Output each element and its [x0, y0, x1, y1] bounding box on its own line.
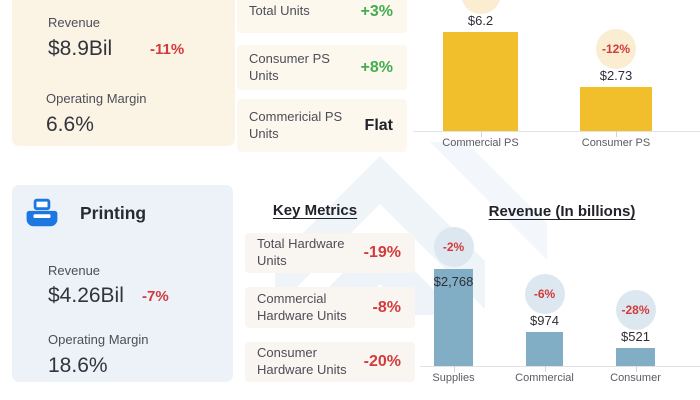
category-label: Consumer PS [581, 137, 651, 149]
ps-revenue-value: $8.9Bil [48, 37, 113, 60]
bar-value-label: $6.2 [467, 13, 494, 28]
printing-revenue-change: -7% [142, 288, 169, 305]
category-label: Commercial PS [442, 137, 519, 149]
category-label: Commercial [515, 372, 574, 384]
metric-row-commercial-hardware-units: Commercial Hardware Units -8% [245, 287, 415, 328]
bar-value-label: $2,768 [433, 274, 474, 289]
printing-chart-title: Revenue (In billions) [488, 203, 636, 220]
ps-operating-margin-label: Operating Margin [46, 91, 147, 106]
metric-row-commercial-ps-units: Commericial PS Units Flat [237, 99, 407, 152]
category-label: Consumer [610, 372, 661, 384]
tick-mark [545, 366, 546, 372]
tick-mark [636, 366, 637, 372]
metric-value: -8% [372, 298, 401, 316]
tick-mark [616, 131, 617, 137]
category-label: Supplies [432, 372, 475, 384]
bar-value-label: $2.73 [599, 68, 633, 83]
printing-operating-margin-value: 18.6% [48, 354, 108, 377]
bar [580, 87, 652, 131]
ps-revenue-change: -11% [150, 41, 185, 58]
x-axis-line [420, 366, 700, 367]
key-metrics-heading: Key Metrics [272, 202, 358, 219]
x-axis-line [413, 131, 700, 132]
tick-mark [454, 366, 455, 372]
change-badge: -6% [524, 274, 565, 314]
bar [434, 269, 473, 366]
metric-value: -19% [363, 244, 401, 261]
ps-operating-margin-value: 6.6% [46, 113, 94, 136]
metric-label: Commericial PS Units [249, 108, 343, 141]
bar [526, 332, 563, 366]
metric-label: Total Hardware Units [257, 236, 345, 268]
metric-value: Flat [364, 116, 393, 134]
bar-value-label: $521 [621, 329, 650, 344]
printing-revenue-value: $4.26Bil [48, 284, 124, 307]
metric-label: Consumer Hardware Units [257, 345, 347, 377]
tick-mark [481, 131, 482, 137]
metric-value: +8% [360, 58, 393, 76]
bar-value-label: $974 [530, 313, 559, 328]
metric-label: Commercial Hardware Units [257, 290, 347, 323]
bar [443, 32, 518, 131]
printing-card-title: Printing [80, 203, 147, 223]
ps-revenue-label: Revenue [48, 15, 101, 30]
metric-row-total-units: Total Units +3% [237, 0, 407, 33]
metric-row-consumer-hardware-units: Consumer Hardware Units -20% [245, 342, 415, 382]
metric-label: Consumer PS Units [249, 50, 330, 83]
bar [616, 348, 655, 366]
printer-icon [26, 198, 58, 227]
change-badge: -2% [433, 227, 474, 267]
personal-systems-card [12, 0, 235, 146]
metric-value: -20% [363, 353, 401, 370]
printing-operating-margin-label: Operating Margin [48, 332, 149, 347]
metric-row-total-hardware-units: Total Hardware Units -19% [245, 233, 415, 273]
change-badge [460, 0, 501, 14]
metric-label: Total Units [249, 3, 310, 19]
change-badge: -12% [596, 29, 636, 69]
metric-row-consumer-ps-units: Consumer PS Units +8% [237, 45, 407, 90]
change-badge: -28% [615, 290, 656, 330]
metric-value: +3% [360, 2, 393, 20]
printing-revenue-label: Revenue [48, 263, 101, 278]
